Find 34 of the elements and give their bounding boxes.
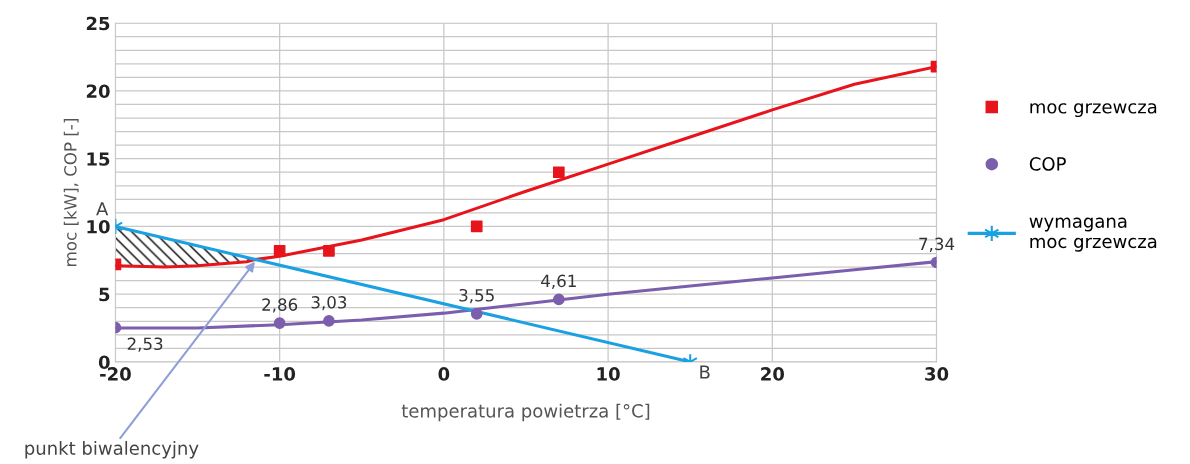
- y-axis-title: moc [kW], COP [-]: [63, 119, 79, 266]
- point: [470, 307, 483, 320]
- point: [552, 166, 565, 179]
- x-tick-label: 30: [925, 367, 949, 381]
- point: [323, 315, 335, 327]
- legend-label: COP: [1029, 157, 1066, 171]
- point: [273, 244, 286, 257]
- x-tick-label: 20: [761, 367, 785, 381]
- legend-label: wymagana moc grzewcza: [1029, 217, 1157, 252]
- y-tick-label: 15: [87, 152, 110, 166]
- y-tick-label: 0: [98, 355, 110, 370]
- y-tick-label: 10: [87, 219, 110, 234]
- x-tick-label: 0: [438, 367, 450, 381]
- x-tick-label: 10: [597, 367, 620, 381]
- annotation: punkt biwalencyjny: [25, 441, 199, 459]
- data-label: 3,55: [459, 288, 494, 304]
- point: [273, 317, 286, 330]
- annotation: B: [700, 365, 710, 379]
- x-tick-label: -20: [100, 367, 131, 381]
- y-tick-label: 25: [86, 16, 110, 31]
- point: [323, 244, 335, 257]
- y-tick-label: 5: [99, 287, 110, 302]
- data-label: 3,03: [311, 296, 347, 311]
- legend-label: moc grzewcza: [1030, 103, 1157, 118]
- data-label: 7,34: [919, 237, 955, 252]
- x-axis-title: temperatura powietrza [°C]: [401, 403, 650, 422]
- data-label: 4,61: [541, 274, 576, 289]
- y-tick-label: 20: [86, 84, 110, 99]
- data-label: 2,53: [127, 337, 163, 352]
- point: [552, 293, 565, 306]
- data-label: 2,86: [262, 298, 298, 313]
- annotation: A: [96, 202, 109, 216]
- point: [470, 220, 483, 233]
- x-tick-label: -10: [264, 367, 296, 381]
